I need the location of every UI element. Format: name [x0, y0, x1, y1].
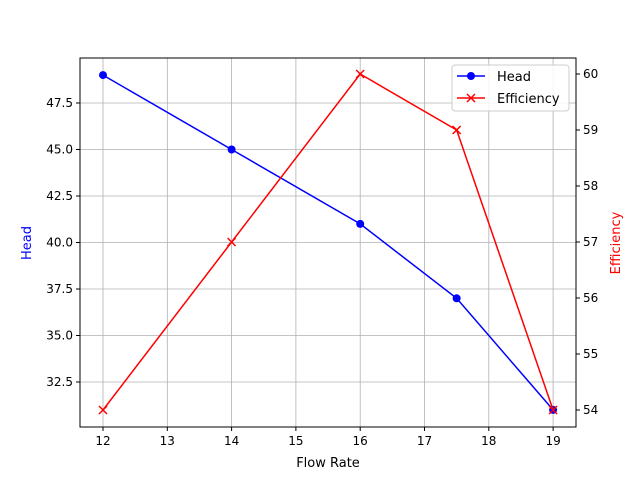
- legend-efficiency-label: Efficiency: [497, 92, 560, 107]
- x-tick-label: 16: [353, 434, 368, 448]
- x-tick-label: 12: [95, 434, 110, 448]
- legend-efficiency-marker-icon: [466, 93, 476, 103]
- y-axis-left-ticks: 32.5 35.0 37.5 40.0 42.5 45.0 47.5: [46, 96, 80, 389]
- y-right-tick-label: 60: [583, 67, 598, 81]
- y-axis-left-label: Head: [20, 226, 35, 260]
- x-tick-label: 17: [417, 434, 432, 448]
- y-tick-label: 37.5: [46, 282, 73, 296]
- head-data-point: [99, 71, 107, 80]
- head-data-point: [452, 294, 461, 303]
- y-right-tick-label: 55: [583, 347, 598, 361]
- x-tick-label: 14: [224, 434, 239, 448]
- y-right-tick-label: 56: [583, 291, 598, 305]
- y-right-tick-label: 58: [583, 179, 598, 193]
- y-tick-label: 32.5: [46, 375, 73, 389]
- y-tick-label: 40.0: [46, 236, 73, 250]
- x-tick-label: 13: [160, 434, 175, 448]
- y-tick-label: 47.5: [46, 96, 73, 110]
- efficiency-data-point: [452, 125, 462, 135]
- x-axis-ticks: 12 13 14 15 16 17 18 19: [95, 427, 561, 448]
- y-right-tick-label: 54: [583, 403, 598, 417]
- y-tick-label: 42.5: [46, 189, 73, 203]
- x-tick-label: 15: [288, 434, 303, 448]
- head-data-point: [227, 145, 236, 154]
- x-axis-label: Flow Rate: [296, 456, 360, 471]
- y-right-tick-label: 59: [583, 123, 598, 137]
- legend-head-marker-icon: [467, 72, 475, 80]
- efficiency-data-point: [98, 405, 108, 415]
- efficiency-data-point: [355, 69, 365, 79]
- head-data-point: [356, 219, 365, 228]
- x-tick-label: 19: [545, 434, 560, 448]
- y-axis-right-label: Efficiency: [609, 211, 624, 274]
- x-tick-label: 18: [481, 434, 496, 448]
- grid-lines: [80, 58, 576, 427]
- legend: Head Efficiency: [451, 64, 570, 112]
- y-axis-right-ticks: 54 55 56 57 58 59 60: [576, 67, 598, 417]
- y-tick-label: 35.0: [46, 329, 73, 343]
- y-right-tick-label: 57: [583, 235, 598, 249]
- y-tick-label: 45.0: [46, 143, 73, 157]
- efficiency-data-point: [227, 237, 237, 247]
- efficiency-data-point: [548, 405, 558, 415]
- efficiency-series: [98, 69, 558, 415]
- legend-head-label: Head: [497, 70, 531, 85]
